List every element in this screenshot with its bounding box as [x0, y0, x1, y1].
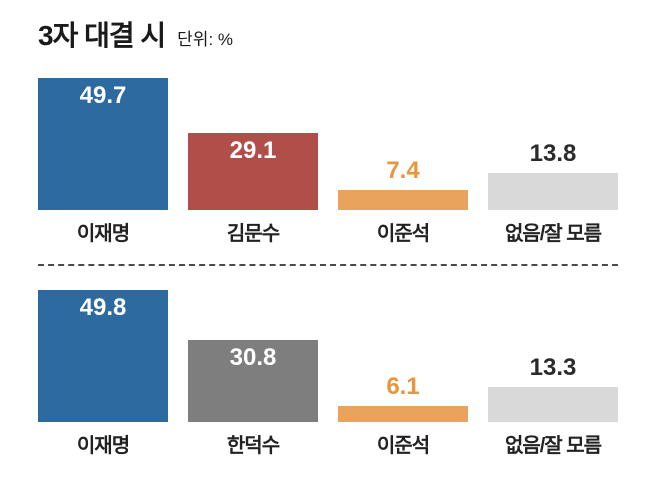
bar-category-label: 이재명: [76, 435, 130, 457]
bar-area: 49.8: [38, 282, 168, 422]
bar-group: 29.1 김문수: [188, 70, 318, 246]
dashed-divider: [38, 264, 618, 266]
bar-value: 49.7: [79, 82, 127, 110]
bar-area: 6.1: [338, 282, 468, 422]
bar-group: 6.1 이준석: [338, 282, 468, 458]
bar: [488, 173, 618, 210]
bar: 49.8: [38, 290, 168, 422]
bar-value: 49.8: [79, 294, 127, 322]
bar-area: 29.1: [188, 70, 318, 210]
bar: [338, 405, 468, 422]
bar-category-label: 없음/잘 모름: [504, 223, 602, 245]
bar-group: 13.3 없음/잘 모름: [488, 282, 618, 458]
bar-value: 30.8: [229, 344, 277, 372]
bar: [488, 386, 618, 422]
bar: [338, 190, 468, 210]
bar-area: 49.7: [38, 70, 168, 210]
bar: 29.1: [188, 132, 318, 210]
bar-category-label: 이준석: [376, 435, 430, 457]
bar: 30.8: [188, 340, 318, 422]
bar-category-label: 이준석: [376, 223, 430, 245]
chart-header: 3자 대결 시 단위: %: [38, 22, 658, 50]
bar-value: 13.3: [529, 353, 577, 381]
bar-category-label: 없음/잘 모름: [504, 435, 602, 457]
chart-row-bottom: 49.8 이재명 30.8 한덕수 6.1 이준석 13.3 없음/잘 모름: [38, 282, 658, 458]
bar-category-label: 이재명: [76, 223, 130, 245]
bar-area: 13.8: [488, 70, 618, 210]
bar-area: 13.3: [488, 282, 618, 422]
bar-value: 7.4: [386, 157, 420, 185]
bar: 49.7: [38, 78, 168, 210]
bar-group: 49.7 이재명: [38, 70, 168, 246]
bar-area: 30.8: [188, 282, 318, 422]
bar-category-label: 김문수: [226, 223, 280, 245]
chart-row-top: 49.7 이재명 29.1 김문수 7.4 이준석 13.8 없음/잘 모름: [38, 70, 658, 246]
bar-group: 30.8 한덕수: [188, 282, 318, 458]
bar-group: 7.4 이준석: [338, 70, 468, 246]
bar-category-label: 한덕수: [226, 435, 280, 457]
bar-area: 7.4: [338, 70, 468, 210]
unit-label: 단위: %: [177, 30, 234, 49]
poll-chart-page: 3자 대결 시 단위: % 49.7 이재명 29.1 김문수 7.4 이준석 13.8 없음…: [38, 22, 658, 458]
bar-group: 49.8 이재명: [38, 282, 168, 458]
bar-value: 29.1: [229, 136, 277, 164]
bar-value: 6.1: [386, 372, 420, 400]
bar-group: 13.8 없음/잘 모름: [488, 70, 618, 246]
chart-title: 3자 대결 시: [38, 20, 166, 51]
bar-value: 13.8: [529, 140, 577, 168]
